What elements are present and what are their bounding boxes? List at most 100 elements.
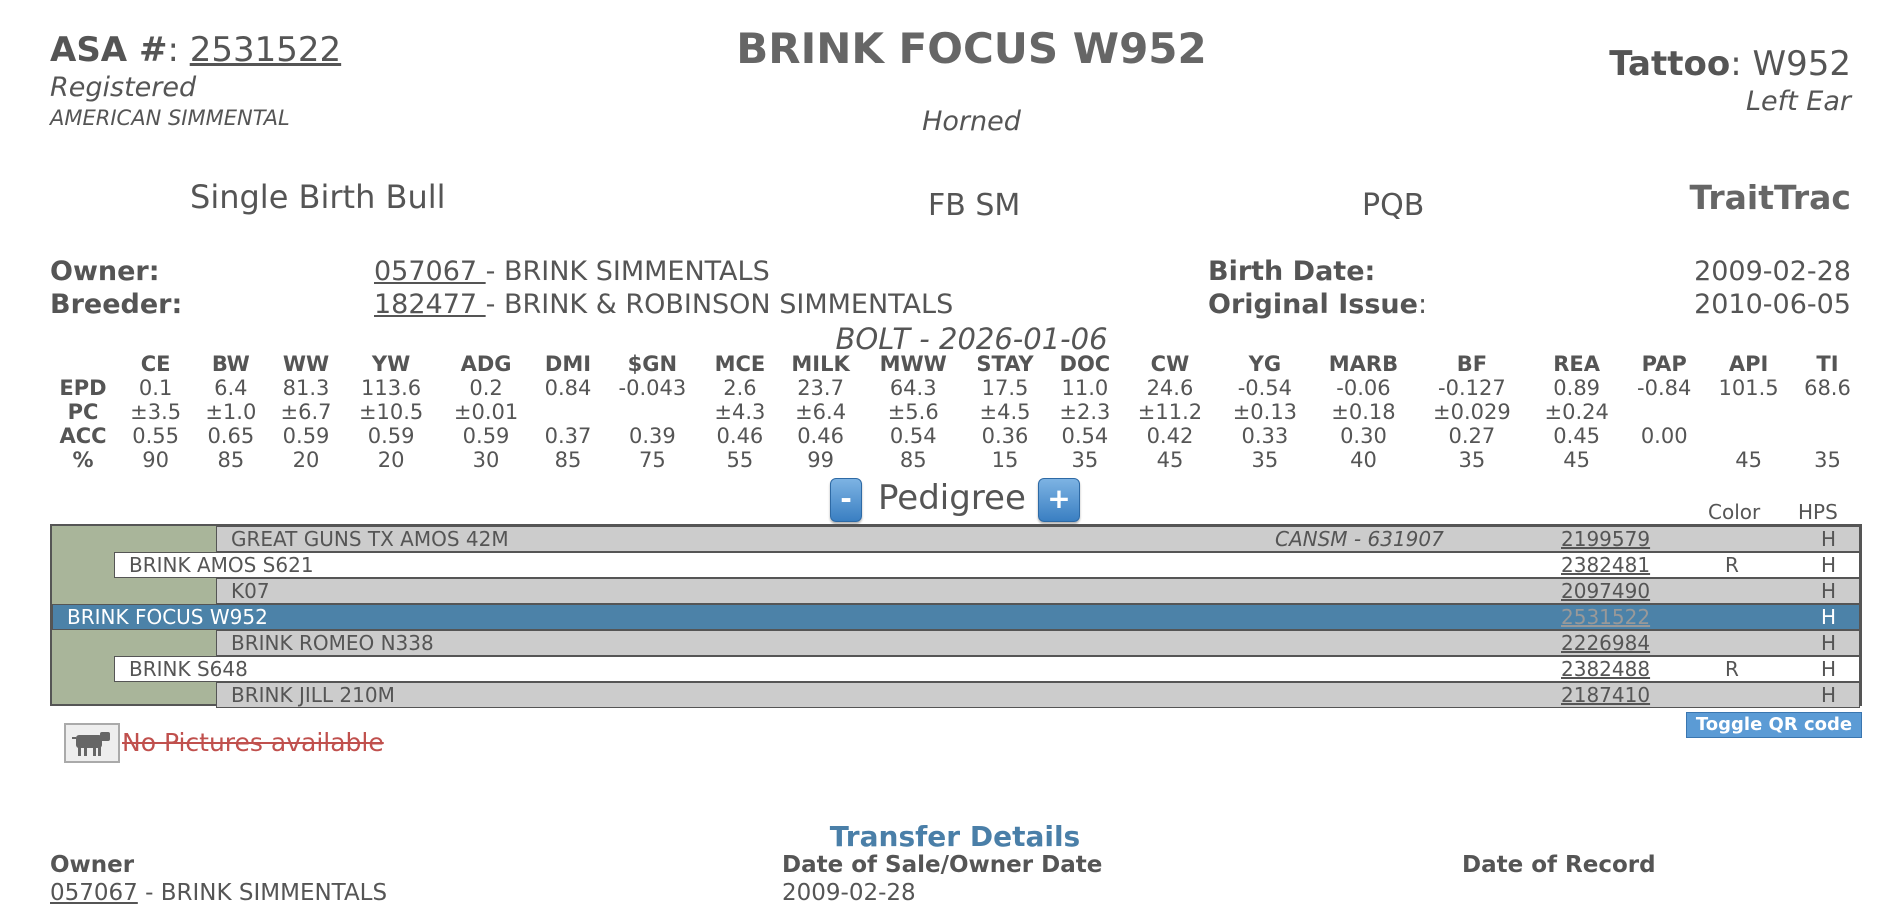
traittrac-badge: TraitTrac (1689, 178, 1851, 217)
breeder-value: 182477 - BRINK & ROBINSON SIMMENTALS (374, 289, 953, 320)
epd-corner (48, 352, 118, 376)
pedigree-collapse-button[interactable]: - (830, 478, 862, 522)
epd-col-api: API (1728, 352, 1769, 376)
pedigree-registration-link[interactable]: 2199579 (1561, 527, 1651, 551)
pedigree-row: BRINK AMOS S621 2382481 R H (114, 552, 1860, 578)
epd-cell: 0.36 (981, 424, 1029, 448)
epd-cell: 0.1 (138, 376, 173, 400)
epd-header-row: CE BW WW YW ADG DMI $GN MCE MILK MWW STAY DOC CW YG MA… (48, 352, 1862, 376)
cow-icon[interactable] (64, 723, 120, 763)
epd-cell: 85 (217, 448, 245, 472)
epd-col-bw: BW (211, 352, 250, 376)
transfer-record-header: Date of Record (1462, 852, 1656, 878)
pedigree-registration-link[interactable]: 2382488 (1561, 657, 1651, 681)
pedigree-animal-name: K07 (231, 579, 270, 603)
pedigree-row: BRINK FOCUS W952 2531522 H (52, 604, 1860, 630)
epd-cell: ±0.01 (453, 400, 519, 424)
epd-cell: 85 (554, 448, 582, 472)
pedigree-animal-name: BRINK JILL 210M (231, 683, 395, 707)
horn-status: Horned (922, 106, 1021, 137)
epd-cell: 2.6 (723, 376, 757, 400)
epd-cell (1793, 424, 1862, 448)
epd-col-ti: TI (1816, 352, 1839, 376)
epd-row-label: ACC (59, 424, 107, 448)
tattoo-label: Tattoo (1609, 44, 1731, 84)
epd-cell: 0.33 (1241, 424, 1289, 448)
pedigree-registration-link[interactable]: 2382481 (1561, 553, 1651, 577)
epd-cell: ±4.5 (979, 400, 1031, 424)
epd-row-label: % (72, 448, 94, 472)
epd-cell: -0.043 (618, 376, 687, 400)
epd-cell (1624, 400, 1704, 424)
pedigree-hps: H (1821, 631, 1837, 655)
epd-cell: 0.54 (1061, 424, 1109, 448)
epd-cell: ±1.0 (205, 400, 257, 424)
owner-id-link[interactable]: 057067 (374, 256, 486, 287)
epd-cell: 0.54 (889, 424, 937, 448)
epd-cell: ±6.4 (795, 400, 847, 424)
epd-cell: ±10.5 (358, 400, 424, 424)
owner-name: - BRINK SIMMENTALS (485, 256, 770, 287)
epd-row-label: EPD (59, 376, 107, 400)
birth-type: Single Birth Bull (190, 178, 446, 216)
original-issue-value: 2010-06-05 (1694, 289, 1851, 320)
pedigree-hps: H (1821, 579, 1837, 603)
tattoo-value: W952 (1752, 44, 1851, 84)
pedigree-title: Pedigree (878, 478, 1026, 518)
epd-cell: 0.59 (462, 424, 510, 448)
pedigree-registration-link[interactable]: 2187410 (1561, 683, 1651, 707)
pedigree-registration-link[interactable]: 2097490 (1561, 579, 1651, 603)
pedigree-animal-name: BRINK FOCUS W952 (67, 605, 268, 629)
transfer-owner-value: 057067 - BRINK SIMMENTALS (50, 880, 387, 906)
epd-cell: -0.54 (1237, 376, 1293, 400)
epd-col-marb: MARB (1328, 352, 1399, 376)
epd-cell: 24.6 (1146, 376, 1194, 400)
asa-number-link[interactable]: 2531522 (189, 30, 342, 70)
epd-cell: 0.59 (282, 424, 330, 448)
pedigree-row: BRINK JILL 210M 2187410 H (216, 682, 1860, 708)
transfer-sale-header: Date of Sale/Owner Date (782, 852, 1103, 878)
transfer-owner-name: - BRINK SIMMENTALS (137, 880, 388, 906)
epd-cell: 0.42 (1146, 424, 1194, 448)
epd-col-stay: STAY (976, 352, 1034, 376)
epd-cell: ±0.24 (1544, 400, 1609, 424)
epd-cell: -0.06 (1336, 376, 1391, 400)
epd-cell: ±5.6 (887, 400, 939, 424)
epd-cell: -0.84 (1637, 376, 1692, 400)
epd-cell: 30 (472, 448, 500, 472)
pedigree-registration-link[interactable]: 2226984 (1561, 631, 1651, 655)
epd-cell: -0.127 (1438, 376, 1506, 400)
epd-row: PC ±3.5 ±1.0 ±6.7 ±10.5 ±0.01 ±4.3 ±6.4 ±5.6 ±4.5… (48, 400, 1862, 424)
epd-col-milk: MILK (791, 352, 850, 376)
epd-row-label: PC (67, 400, 99, 424)
breeder-id-link[interactable]: 182477 (374, 289, 486, 320)
epd-cell: ±11.2 (1137, 400, 1203, 424)
epd-cell: ±0.18 (1331, 400, 1396, 424)
pedigree-expand-button[interactable]: + (1038, 478, 1080, 522)
original-issue-label: Original Issue: (1208, 289, 1428, 320)
birth-date-value: 2009-02-28 (1694, 256, 1851, 287)
epd-table: CE BW WW YW ADG DMI $GN MCE MILK MWW STAY DOC CW YG MA… (48, 352, 1862, 472)
epd-cell (1624, 448, 1704, 472)
pedigree-registration-link[interactable]: 2531522 (1561, 605, 1651, 629)
breeder-name: - BRINK & ROBINSON SIMMENTALS (485, 289, 954, 320)
page-title: BRINK FOCUS W952 (736, 24, 1207, 73)
epd-cell: 35 (1814, 448, 1841, 472)
epd-cell: 81.3 (282, 376, 330, 400)
epd-col-mww: MWW (879, 352, 947, 376)
epd-cell: 101.5 (1718, 376, 1779, 400)
transfer-owner-link[interactable]: 057067 (50, 880, 138, 906)
owner-label: Owner: (50, 256, 160, 287)
epd-cell: 45 (1156, 448, 1184, 472)
pedigree-row: BRINK ROMEO N338 2226984 H (216, 630, 1860, 656)
breeder-label: Breeder: (50, 289, 183, 320)
epd-cell: ±4.3 (714, 400, 766, 424)
epd-cell: 0.27 (1448, 424, 1496, 448)
epd-cell: 0.65 (207, 424, 255, 448)
epd-cell: 113.6 (361, 376, 422, 400)
epd-cell: 68.6 (1804, 376, 1851, 400)
toggle-qr-button[interactable]: Toggle QR code (1686, 712, 1862, 738)
evaluation-run: BOLT - 2026-01-06 (835, 322, 1108, 356)
pedigree-hps: H (1821, 527, 1837, 551)
epd-cell: 20 (292, 448, 320, 472)
